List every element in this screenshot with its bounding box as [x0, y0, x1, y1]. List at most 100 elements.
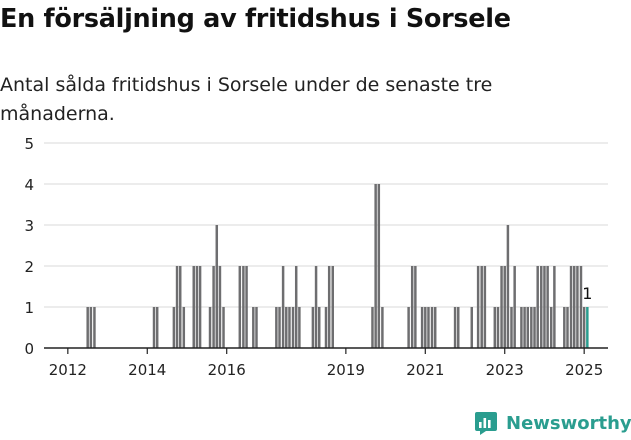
bar [255, 307, 258, 348]
bar [480, 266, 483, 348]
bar [553, 266, 556, 348]
bar [546, 266, 549, 348]
x-tick-label: 2025 [565, 361, 603, 379]
bar [523, 307, 526, 348]
bar [215, 225, 219, 348]
bar [327, 266, 331, 348]
bar [93, 307, 96, 348]
bar [212, 266, 215, 348]
y-tick-label: 4 [24, 176, 34, 194]
bar [533, 307, 536, 348]
bar [407, 307, 410, 348]
bar [381, 307, 384, 348]
bar [238, 266, 242, 348]
bar [476, 266, 480, 348]
bar [453, 307, 457, 348]
brand-name: Newsworthy [506, 412, 631, 434]
bar [543, 266, 546, 348]
bar [298, 307, 301, 348]
bar [457, 307, 460, 348]
bar [178, 266, 182, 348]
bar [218, 266, 222, 348]
bar [152, 307, 156, 348]
bar [513, 266, 516, 348]
bar [572, 266, 576, 348]
bar [420, 307, 424, 348]
bar [278, 307, 281, 348]
bar [371, 307, 374, 348]
bar [281, 266, 285, 348]
x-tick-label: 2023 [486, 361, 524, 379]
bar [520, 307, 523, 348]
bar [410, 266, 414, 348]
newsworthy-logo-icon [475, 412, 497, 435]
x-tick-label: 2016 [208, 361, 246, 379]
bar [493, 307, 497, 348]
bar [291, 307, 295, 348]
bar [245, 266, 248, 348]
highlight-data-label: 1 [582, 284, 592, 303]
y-tick-label: 1 [24, 299, 34, 317]
bar [175, 266, 179, 348]
bar [192, 266, 195, 348]
bar [549, 307, 553, 348]
bar [155, 307, 159, 348]
bar [582, 307, 586, 348]
y-tick-label: 5 [24, 135, 34, 153]
bar [324, 307, 328, 348]
bar [318, 307, 321, 348]
bar [195, 266, 199, 348]
bar [470, 307, 474, 348]
bar [526, 307, 530, 348]
bar [182, 307, 186, 348]
bar [86, 307, 89, 348]
bar [172, 307, 176, 348]
bar [208, 307, 212, 348]
x-tick-label: 2019 [327, 361, 365, 379]
bar [536, 266, 539, 348]
bar [314, 266, 318, 348]
bar [500, 266, 503, 348]
bar [576, 266, 579, 348]
bar [433, 307, 437, 348]
bar [540, 266, 543, 348]
bar [285, 307, 288, 348]
bar [374, 184, 377, 348]
bar [563, 307, 566, 348]
bar [510, 307, 513, 348]
bar [569, 266, 573, 348]
bar [496, 307, 500, 348]
bar [252, 307, 255, 348]
bar [275, 307, 278, 348]
bar [89, 307, 93, 348]
x-tick-label: 2012 [49, 361, 87, 379]
y-tick-label: 2 [24, 258, 34, 276]
y-tick-label: 0 [24, 340, 34, 358]
bar [377, 184, 381, 348]
bar [414, 266, 417, 348]
bar [198, 266, 202, 348]
bar [579, 266, 583, 348]
bar [483, 266, 487, 348]
chart-title: En försäljning av fritidshus i Sorsele [0, 4, 511, 34]
x-tick-label: 2014 [128, 361, 166, 379]
x-tick-label: 2021 [406, 361, 444, 379]
bar [311, 307, 315, 348]
bar [530, 307, 533, 348]
bar [430, 307, 434, 348]
bar [427, 307, 430, 348]
brand-logo[interactable]: Newsworthy [474, 406, 631, 440]
bar [506, 225, 510, 348]
bar [294, 266, 298, 348]
bar [288, 307, 291, 348]
bar [424, 307, 427, 348]
bar [242, 266, 245, 348]
bar [503, 266, 506, 348]
bar [566, 307, 569, 348]
bar-highlight [586, 307, 589, 348]
chart-subtitle: Antal sålda fritidshus i Sorsele under d… [0, 74, 493, 125]
y-tick-label: 3 [24, 217, 34, 235]
bar [331, 266, 334, 348]
bar-chart: 0 1 2 3 4 5 1 2012 2014 2016 2019 2021 2023 2025 [24, 135, 608, 379]
bar [222, 307, 225, 348]
